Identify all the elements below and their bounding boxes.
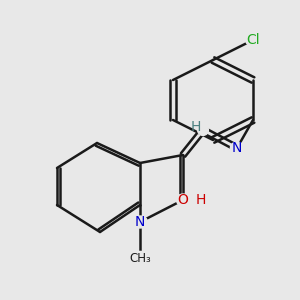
Ellipse shape (182, 194, 206, 207)
Ellipse shape (133, 216, 148, 228)
Text: H: H (196, 193, 206, 207)
Ellipse shape (176, 194, 190, 206)
Text: N: N (135, 215, 145, 229)
Ellipse shape (230, 142, 244, 154)
Text: CH₃: CH₃ (129, 251, 151, 265)
Text: O: O (178, 193, 188, 207)
Text: H: H (190, 120, 201, 134)
Ellipse shape (131, 251, 149, 265)
Ellipse shape (245, 34, 260, 46)
Ellipse shape (198, 124, 208, 135)
Text: N: N (232, 141, 242, 155)
Text: Cl: Cl (246, 33, 260, 47)
